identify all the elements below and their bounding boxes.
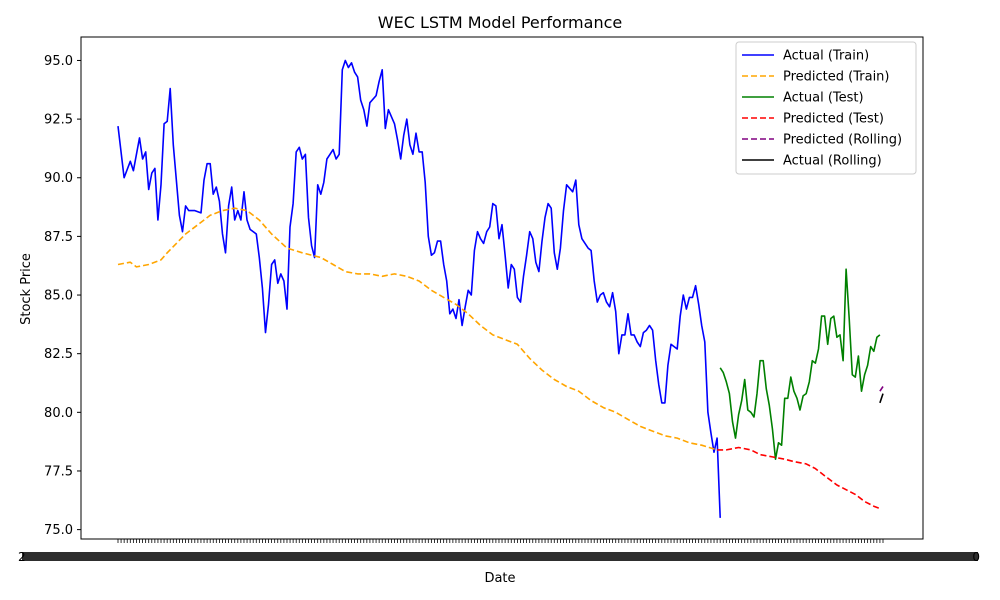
y-tick-label: 75.0 xyxy=(44,523,73,538)
legend-box xyxy=(735,41,917,175)
x-axis-label: Date xyxy=(484,571,515,586)
y-tick-label: 82.5 xyxy=(44,347,73,362)
x-ticks xyxy=(22,539,978,561)
x-tick-labels-overlap xyxy=(22,552,978,561)
plot-area-frame xyxy=(80,36,924,540)
y-tick-label: 85.0 xyxy=(44,289,73,304)
legend-label: Predicted (Rolling) xyxy=(783,133,902,148)
series-line-predicted-rolling xyxy=(879,386,884,392)
legend-label: Actual (Test) xyxy=(783,91,864,106)
x-tick-label-right: 0 xyxy=(972,550,980,564)
y-tick-label: 95.0 xyxy=(44,54,73,69)
y-tick-label: 80.0 xyxy=(44,406,73,421)
y-tick-label: 90.0 xyxy=(44,171,73,186)
series-line-predicted-test xyxy=(717,446,881,510)
legend-label: Predicted (Train) xyxy=(783,70,890,85)
y-axis-label: Stock Price xyxy=(19,253,34,325)
series-layer xyxy=(117,59,884,518)
y-ticks: 75.0 77.5 80.0 82.5 85.0 87.5 90.0 92.5 95.0 xyxy=(44,54,81,538)
x-tick-label-left: 2 xyxy=(18,550,26,564)
legend-label: Actual (Rolling) xyxy=(783,154,882,169)
series-line-actual-train xyxy=(117,59,721,518)
series-line-actual-rolling xyxy=(879,393,884,404)
y-tick-label: 87.5 xyxy=(44,230,73,245)
series-line-actual-test xyxy=(719,268,881,461)
y-tick-label: 92.5 xyxy=(44,113,73,128)
legend-label: Actual (Train) xyxy=(783,49,869,64)
legend: Actual (Train) Predicted (Train) Actual (T… xyxy=(735,41,917,175)
series-line-predicted-train xyxy=(117,207,718,451)
legend-label: Predicted (Test) xyxy=(783,112,884,127)
y-tick-label: 77.5 xyxy=(44,464,73,479)
chart-title: WEC LSTM Model Performance xyxy=(378,13,622,32)
